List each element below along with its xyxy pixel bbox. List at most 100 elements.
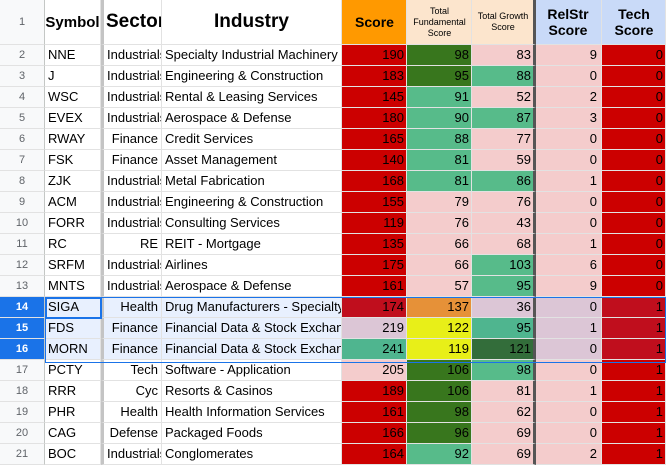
industry-cell[interactable]: Financial Data & Stock Exchanges	[162, 339, 342, 360]
row-number[interactable]: 4	[0, 87, 45, 108]
relstr-cell[interactable]: 0	[536, 423, 602, 444]
score-cell[interactable]: 140	[342, 150, 407, 171]
score-cell[interactable]: 135	[342, 234, 407, 255]
industry-cell[interactable]: Credit Services	[162, 129, 342, 150]
score-cell[interactable]: 174	[342, 297, 407, 318]
row-number[interactable]: 20	[0, 423, 45, 444]
row-number[interactable]: 18	[0, 381, 45, 402]
header-score[interactable]: Score	[342, 0, 407, 45]
total-growth-cell[interactable]: 87	[472, 108, 536, 129]
total-growth-cell[interactable]: 88	[472, 66, 536, 87]
industry-cell[interactable]: Drug Manufacturers - Specialty & Generic	[162, 297, 342, 318]
relstr-cell[interactable]: 3	[536, 108, 602, 129]
row-number[interactable]: 15	[0, 318, 45, 339]
sector-cell[interactable]: Industrials	[101, 66, 162, 87]
row-number[interactable]: 10	[0, 213, 45, 234]
industry-cell[interactable]: Consulting Services	[162, 213, 342, 234]
total-growth-cell[interactable]: 95	[472, 318, 536, 339]
symbol-cell[interactable]: ZJK	[45, 171, 101, 192]
relstr-cell[interactable]: 0	[536, 213, 602, 234]
industry-cell[interactable]: Financial Data & Stock Exchanges	[162, 318, 342, 339]
tech-cell[interactable]: 1	[602, 339, 666, 360]
total-fundamental-cell[interactable]: 98	[407, 45, 472, 66]
row-number[interactable]: 16	[0, 339, 45, 360]
total-growth-cell[interactable]: 68	[472, 234, 536, 255]
symbol-cell[interactable]: BOC	[45, 444, 101, 465]
tech-cell[interactable]: 0	[602, 171, 666, 192]
symbol-cell[interactable]: RWAY	[45, 129, 101, 150]
tech-cell[interactable]: 0	[602, 129, 666, 150]
industry-cell[interactable]: Airlines	[162, 255, 342, 276]
total-growth-cell[interactable]: 36	[472, 297, 536, 318]
row-number[interactable]: 8	[0, 171, 45, 192]
symbol-cell[interactable]: ACM	[45, 192, 101, 213]
tech-cell[interactable]: 0	[602, 255, 666, 276]
relstr-cell[interactable]: 0	[536, 150, 602, 171]
total-fundamental-cell[interactable]: 79	[407, 192, 472, 213]
industry-cell[interactable]: Engineering & Construction	[162, 192, 342, 213]
sector-cell[interactable]: Industrials	[101, 255, 162, 276]
symbol-cell[interactable]: PHR	[45, 402, 101, 423]
score-cell[interactable]: 175	[342, 255, 407, 276]
relstr-cell[interactable]: 2	[536, 444, 602, 465]
row-number[interactable]: 7	[0, 150, 45, 171]
score-cell[interactable]: 164	[342, 444, 407, 465]
total-fundamental-cell[interactable]: 98	[407, 402, 472, 423]
total-fundamental-cell[interactable]: 57	[407, 276, 472, 297]
total-fundamental-cell[interactable]: 106	[407, 381, 472, 402]
total-fundamental-cell[interactable]: 90	[407, 108, 472, 129]
sector-cell[interactable]: Industrials	[101, 192, 162, 213]
sector-cell[interactable]: Industrials	[101, 444, 162, 465]
sector-cell[interactable]: Health	[101, 402, 162, 423]
industry-cell[interactable]: Specialty Industrial Machinery	[162, 45, 342, 66]
total-fundamental-cell[interactable]: 95	[407, 66, 472, 87]
header-symbol[interactable]: Symbol	[45, 0, 101, 45]
total-growth-cell[interactable]: 62	[472, 402, 536, 423]
total-fundamental-cell[interactable]: 81	[407, 150, 472, 171]
symbol-cell[interactable]: RRR	[45, 381, 101, 402]
symbol-cell[interactable]: SRFM	[45, 255, 101, 276]
symbol-cell[interactable]: PCTY	[45, 360, 101, 381]
score-cell[interactable]: 180	[342, 108, 407, 129]
relstr-cell[interactable]: 0	[536, 402, 602, 423]
relstr-cell[interactable]: 6	[536, 255, 602, 276]
relstr-cell[interactable]: 0	[536, 66, 602, 87]
row-number[interactable]: 12	[0, 255, 45, 276]
symbol-cell[interactable]: WSC	[45, 87, 101, 108]
row-number[interactable]: 13	[0, 276, 45, 297]
sector-cell[interactable]: RE	[101, 234, 162, 255]
industry-cell[interactable]: REIT - Mortgage	[162, 234, 342, 255]
symbol-cell[interactable]: EVEX	[45, 108, 101, 129]
industry-cell[interactable]: Resorts & Casinos	[162, 381, 342, 402]
tech-cell[interactable]: 0	[602, 213, 666, 234]
tech-cell[interactable]: 0	[602, 87, 666, 108]
row-number[interactable]: 19	[0, 402, 45, 423]
total-fundamental-cell[interactable]: 106	[407, 360, 472, 381]
relstr-cell[interactable]: 1	[536, 234, 602, 255]
total-growth-cell[interactable]: 95	[472, 276, 536, 297]
score-cell[interactable]: 119	[342, 213, 407, 234]
tech-cell[interactable]: 0	[602, 108, 666, 129]
tech-cell[interactable]: 0	[602, 45, 666, 66]
tech-cell[interactable]: 0	[602, 276, 666, 297]
total-growth-cell[interactable]: 76	[472, 192, 536, 213]
tech-cell[interactable]: 0	[602, 192, 666, 213]
score-cell[interactable]: 161	[342, 276, 407, 297]
relstr-cell[interactable]: 1	[536, 318, 602, 339]
sector-cell[interactable]: Industrials	[101, 87, 162, 108]
relstr-cell[interactable]: 0	[536, 192, 602, 213]
score-cell[interactable]: 145	[342, 87, 407, 108]
header-total-fundamental[interactable]: Total Fundamental Score	[407, 0, 472, 45]
total-fundamental-cell[interactable]: 88	[407, 129, 472, 150]
relstr-cell[interactable]: 2	[536, 87, 602, 108]
symbol-cell[interactable]: RC	[45, 234, 101, 255]
sector-cell[interactable]: Defense	[101, 423, 162, 444]
sector-cell[interactable]: Industrials	[101, 45, 162, 66]
tech-cell[interactable]: 1	[602, 381, 666, 402]
score-cell[interactable]: 165	[342, 129, 407, 150]
sector-cell[interactable]: Industrials	[101, 213, 162, 234]
symbol-cell[interactable]: J	[45, 66, 101, 87]
total-fundamental-cell[interactable]: 122	[407, 318, 472, 339]
header-relstr[interactable]: RelStr Score	[536, 0, 602, 45]
relstr-cell[interactable]: 1	[536, 381, 602, 402]
